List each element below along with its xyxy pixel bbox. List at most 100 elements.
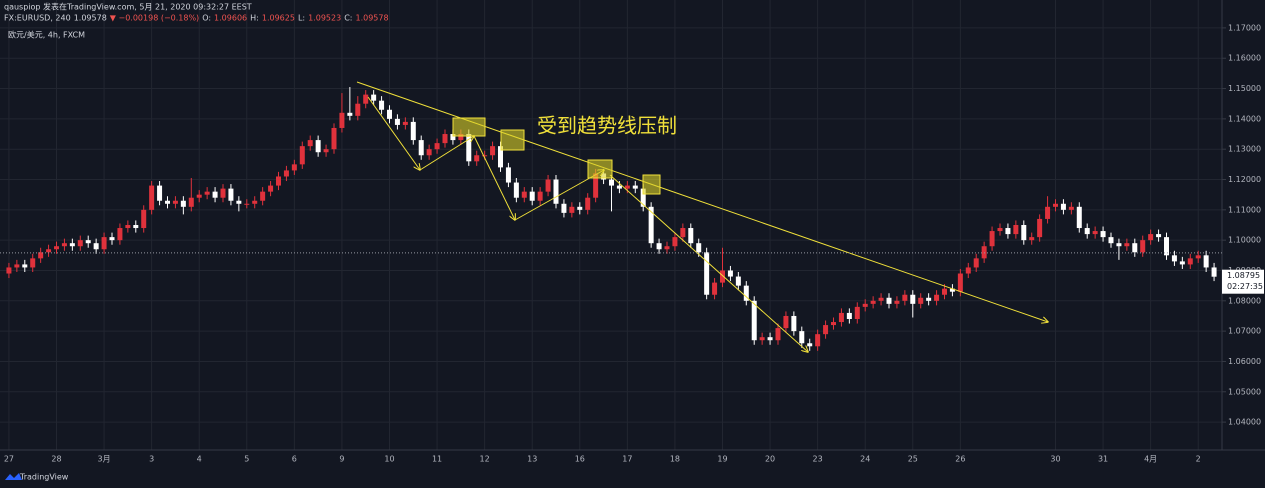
wave-arrow: [367, 96, 420, 170]
x-tick-label: 9: [339, 455, 344, 464]
candle-body: [133, 225, 139, 229]
grid: [0, 0, 1222, 450]
candle-body: [712, 282, 718, 295]
candle-body: [331, 127, 337, 150]
candle-body: [54, 246, 59, 250]
candle-body: [624, 185, 630, 189]
candle-body: [1029, 237, 1035, 241]
highlight-box: [587, 159, 613, 179]
candle-body: [101, 237, 107, 250]
candle-body: [910, 294, 916, 304]
candle-body: [894, 300, 900, 304]
candle-body: [965, 267, 971, 274]
x-tick-label: 4: [197, 455, 202, 464]
candle-body: [1148, 234, 1154, 241]
candle-body: [204, 191, 210, 195]
candle-body: [1100, 231, 1106, 238]
logo-icon: [5, 473, 22, 480]
y-tick-label: 1.16000: [1228, 54, 1261, 63]
candle-body: [949, 288, 955, 292]
candle-body: [141, 209, 147, 229]
candle-body: [244, 203, 250, 205]
candle-body: [260, 191, 266, 201]
candle-body: [846, 312, 852, 320]
candle-body: [1187, 258, 1193, 265]
x-tick-label: 30: [1050, 455, 1060, 464]
candle-body: [585, 197, 591, 210]
candle-body: [236, 200, 242, 204]
candle-body: [1076, 206, 1082, 229]
candle-body: [22, 264, 28, 268]
candle-body: [1179, 261, 1185, 265]
info-item: L:: [298, 14, 305, 23]
candle-body: [815, 334, 821, 347]
candle-body: [363, 94, 369, 104]
candle-body: [434, 143, 440, 150]
highlight-box: [452, 117, 486, 137]
candle-body: [751, 300, 757, 341]
candle-body: [609, 179, 614, 186]
candle-body: [1013, 225, 1019, 235]
x-tick-label: 25: [908, 455, 918, 464]
wave-arrow: [419, 136, 474, 171]
brand-logo: TradingView: [5, 473, 69, 482]
info-item: 1.09523: [308, 14, 341, 23]
last-price-tag: [1222, 269, 1264, 294]
candle-body: [291, 164, 297, 171]
candle-body: [648, 206, 654, 244]
candle-body: [220, 188, 226, 198]
candle-body: [93, 243, 99, 250]
candle-body: [727, 270, 733, 277]
candle-body: [1116, 243, 1122, 247]
x-tick-label: 17: [622, 455, 632, 464]
candle-body: [878, 297, 884, 301]
info-item: 1.09578: [74, 14, 107, 23]
candle-body: [268, 185, 274, 192]
x-tick-label: 5: [244, 455, 249, 464]
candle-body: [180, 200, 186, 207]
candle-body: [1195, 255, 1201, 259]
candle-body: [1021, 225, 1027, 241]
candle-body: [38, 252, 44, 259]
candle-body: [918, 297, 924, 304]
candle-body: [981, 246, 987, 259]
candle-body: [474, 155, 480, 162]
candle-body: [1092, 231, 1098, 235]
candle-body: [529, 191, 535, 201]
candle-body: [149, 185, 155, 210]
candle-body: [1171, 255, 1177, 262]
candle-body: [1037, 218, 1043, 238]
y-tick-label: 1.04000: [1228, 418, 1261, 427]
candle-body: [1132, 243, 1138, 253]
x-tick-label: 4月: [1144, 455, 1157, 464]
candle-body: [315, 140, 321, 153]
candle-body: [1124, 243, 1130, 247]
candle-body: [569, 206, 575, 213]
candle-body: [69, 243, 75, 247]
candle-body: [735, 276, 741, 286]
candle-body: [1084, 228, 1090, 235]
candle-body: [418, 140, 424, 156]
candle-body: [680, 228, 686, 238]
candle-body: [252, 200, 258, 204]
info-item: 1.09625: [262, 14, 295, 23]
candle-body: [402, 121, 408, 125]
candle-body: [783, 315, 789, 329]
header-title: qauspiop 发表在TradingView.com, 5月 21, 2020…: [4, 2, 252, 12]
annotation: 受到趋势线压制: [537, 114, 677, 138]
symbol-info: FX:EURUSD, 240 1.09578 ▼ −0.00198 (−0.18%)…: [4, 14, 389, 23]
candle-body: [347, 112, 353, 116]
info-item: ▼ −0.00198 (−0.18%): [110, 14, 199, 23]
x-tick-label: 27: [4, 455, 14, 464]
x-tick-label: 11: [432, 455, 442, 464]
candle-body: [6, 267, 12, 274]
info-item: 1.09606: [214, 14, 247, 23]
candle-body: [632, 185, 638, 189]
candle-body: [1060, 203, 1066, 210]
x-tick-label: 26: [955, 455, 965, 464]
candle-body: [957, 273, 963, 292]
candle-body: [886, 297, 892, 304]
candle-body: [1164, 237, 1169, 256]
